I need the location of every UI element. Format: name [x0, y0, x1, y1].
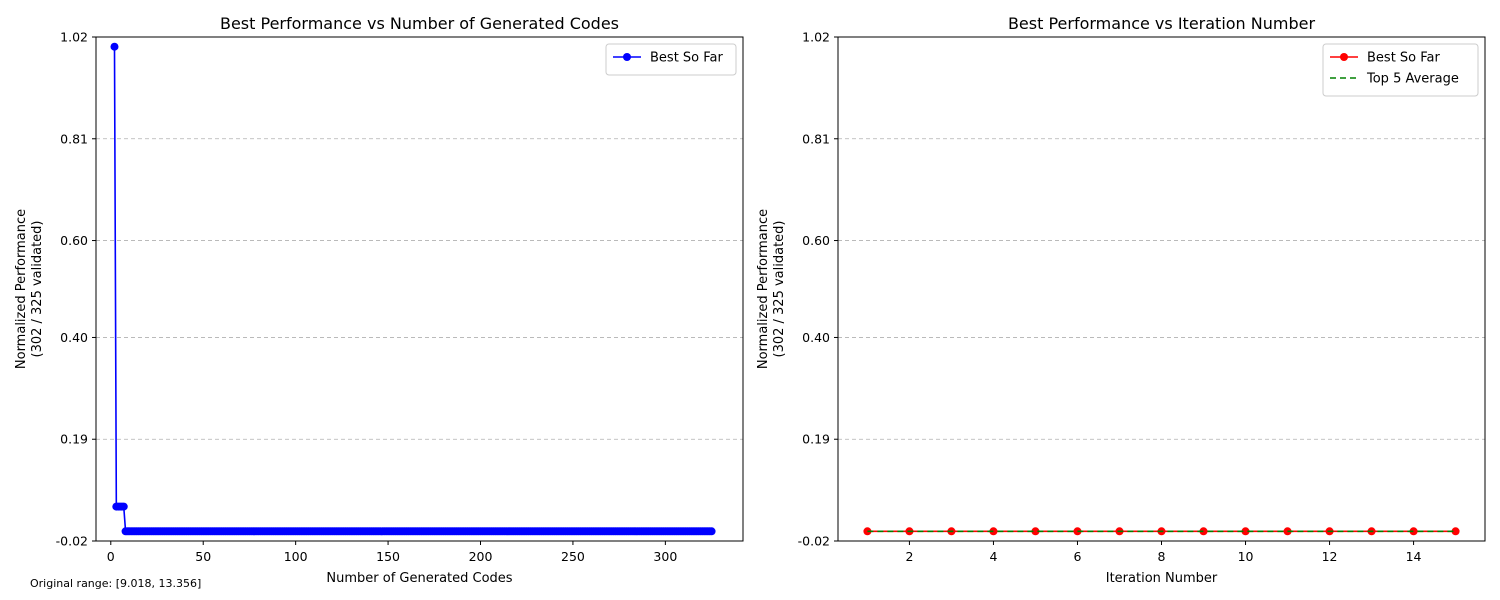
data-point [863, 527, 872, 536]
data-point [707, 527, 716, 536]
data-point [1451, 527, 1460, 536]
data-point [989, 527, 998, 536]
x-tick-label: 8 [1158, 549, 1166, 564]
legend: Best So Far [605, 43, 737, 76]
data-point [1031, 527, 1040, 536]
y-tick-label: -0.02 [798, 534, 830, 549]
original-range-note: Original range: [9.018, 13.356] [30, 577, 202, 590]
x-tick-label: 10 [1238, 549, 1254, 564]
x-tick-label: 200 [469, 549, 493, 564]
x-tick-label: 2 [905, 549, 913, 564]
legend-label: Best So Far [650, 51, 724, 66]
y-axis-label-subtitle: (302 / 325 validated) [772, 221, 787, 358]
data-point [1409, 527, 1418, 536]
y-tick-label: 0.81 [802, 131, 830, 146]
y-tick-label: 1.02 [60, 30, 88, 45]
x-axis-label: Iteration Number [1106, 571, 1218, 586]
data-point [1199, 527, 1208, 536]
legend: Best So Far Top 5 Average [1322, 43, 1479, 97]
chart-panel-iterations: -0.02 0.19 0.40 0.60 0.81 1.02 2 4 6 8 10 12 14 Best … [756, 14, 1486, 586]
legend-marker [1340, 53, 1348, 61]
y-tick-label: 0.40 [802, 330, 830, 345]
y-tick-label: 0.19 [60, 432, 88, 447]
y-tick-label: 0.60 [60, 233, 88, 248]
x-tick-label: 6 [1073, 549, 1081, 564]
data-point [119, 502, 128, 511]
x-tick-label: 250 [561, 549, 585, 564]
chart-title: Best Performance vs Number of Generated … [220, 14, 619, 33]
y-tick-label: 0.81 [60, 131, 88, 146]
x-tick-label: 100 [284, 549, 308, 564]
y-tick-label: 0.60 [802, 233, 830, 248]
series-line-best-so-far [113, 46, 712, 533]
legend-label: Best So Far [1367, 51, 1441, 66]
plot-area-frame [837, 36, 1486, 542]
legend-box [1322, 43, 1479, 97]
legend-box [605, 43, 737, 76]
x-tick-label: 14 [1406, 549, 1422, 564]
y-tick-label: 1.02 [802, 30, 830, 45]
x-tick-label: 50 [195, 549, 211, 564]
x-axis-label: Number of Generated Codes [326, 571, 512, 586]
x-tick-label: 150 [376, 549, 400, 564]
data-point [1241, 527, 1250, 536]
y-axis-label-subtitle: (302 / 325 validated) [30, 221, 45, 358]
y-tick-label: -0.02 [56, 534, 88, 549]
chart-title: Best Performance vs Iteration Number [1008, 14, 1316, 33]
y-tick-label: 0.40 [60, 330, 88, 345]
plot-area-frame [95, 36, 744, 542]
chart-panel-codes: -0.02 0.19 0.40 0.60 0.81 1.02 0 50 100 150 200 250… [14, 14, 744, 586]
legend-label: Top 5 Average [1366, 72, 1459, 87]
x-tick-label: 0 [107, 549, 115, 564]
y-axis-label: Normalized Performance [756, 209, 771, 369]
data-point [110, 42, 119, 51]
x-tick-label: 4 [989, 549, 997, 564]
y-axis-label: Normalized Performance [14, 209, 29, 369]
x-tick-label: 300 [653, 549, 677, 564]
legend-marker [623, 53, 631, 61]
x-tick-label: 12 [1322, 549, 1338, 564]
y-tick-label: 0.19 [802, 432, 830, 447]
